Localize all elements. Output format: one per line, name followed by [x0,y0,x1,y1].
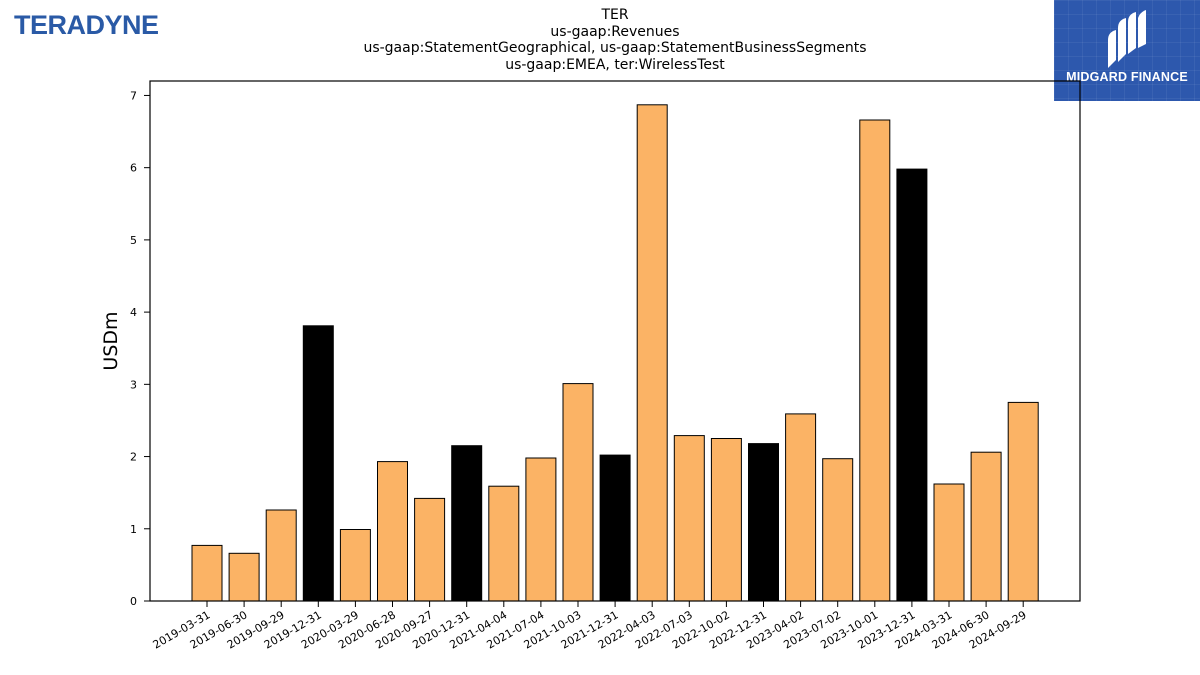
bar-2019-03-31 [191,544,223,602]
midgard-emblem-icon [1108,10,1146,68]
y-tick-label-7: 7 [130,89,137,102]
teradyne-logo: TERADYNE [14,10,159,40]
bar-2021-12-31 [599,454,631,602]
y-tick-label-1: 1 [130,523,137,536]
chart-title-line-3: us-gaap:StatementGeographical, us-gaap:S… [363,40,867,56]
bar-2023-10-01 [859,119,891,602]
bar-2021-07-04 [525,457,557,602]
bar-2019-09-29 [265,509,297,602]
bar-2023-12-31 [896,168,928,602]
bar-2024-06-30 [970,451,1002,602]
bar-2020-06-28 [377,461,408,602]
y-tick-label-4: 4 [130,306,137,319]
partner-logo-text: MIDGARD FINANCE [1066,70,1188,84]
bar-2022-04-03 [636,104,668,602]
y-tick-label-2: 2 [130,451,137,464]
y-axis-label: USDm [100,311,122,370]
y-tick-label-0: 0 [130,595,137,608]
chart-title-line-4: us-gaap:EMEA, ter:WirelessTest [505,56,725,73]
bar-2019-06-30 [228,552,260,602]
chart-title-line-2: us-gaap:Revenues [550,23,680,40]
bar-2023-04-02 [785,413,817,602]
bar-2023-07-02 [822,458,854,602]
bar-2019-12-31 [302,325,334,602]
bar-2022-10-02 [710,438,742,602]
bar-2024-03-31 [933,483,965,602]
chart-title-line-1: TER [601,7,629,23]
bar-2021-04-04 [488,485,520,602]
bar-2020-03-29 [339,529,371,602]
chart-title: TER us-gaap:Revenues us-gaap:StatementGe… [315,7,915,73]
bar-2022-12-31 [748,443,779,602]
y-tick-label-6: 6 [130,162,137,175]
y-tick-label-3: 3 [130,378,137,391]
midgard-finance-logo: MIDGARD FINANCE [1054,0,1200,101]
bar-2021-10-03 [562,383,594,602]
bar-2024-09-29 [1007,401,1039,602]
bar-2022-07-03 [673,435,705,602]
y-tick-label-5: 5 [130,234,137,247]
bar-2020-09-27 [414,497,446,602]
bar-2020-12-31 [451,445,483,602]
